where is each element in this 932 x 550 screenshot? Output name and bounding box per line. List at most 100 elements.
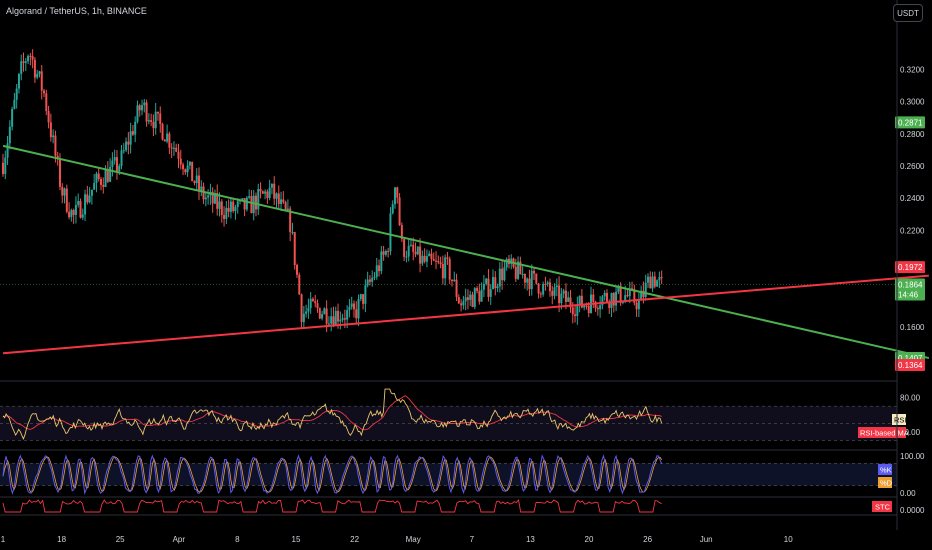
price-tag (895, 358, 925, 371)
candle-body (156, 111, 159, 114)
candle-body (576, 304, 579, 316)
stoch-legend-tag (878, 477, 892, 488)
rsi-legend-tag (858, 427, 906, 438)
candle-body (368, 279, 371, 282)
candle-body (316, 303, 319, 309)
time-tick-label: 1 (1, 535, 6, 544)
price-tag-value: 0.1864 (898, 280, 923, 289)
candle-body (93, 182, 96, 190)
price-candles (0, 49, 897, 333)
candle-body (441, 263, 444, 279)
candle-body (400, 225, 403, 240)
candle-body (202, 186, 205, 200)
candle-body (653, 276, 656, 287)
candle-body (346, 310, 349, 320)
candle-body (40, 71, 43, 91)
candle-body (216, 193, 219, 209)
candle-body (36, 73, 39, 78)
candle-body (79, 200, 82, 218)
candle-body (289, 208, 292, 233)
candle-body (560, 293, 563, 304)
candle-body (649, 276, 652, 289)
candle-body (257, 189, 260, 210)
candle-body (54, 135, 57, 156)
candle-body (141, 105, 144, 111)
candle-body (122, 150, 125, 152)
candle-body (261, 191, 264, 194)
candle-body (564, 290, 567, 302)
candle-body (243, 198, 246, 210)
candle-body (366, 279, 369, 286)
candle-body (330, 316, 333, 324)
candle-body (33, 59, 36, 78)
currency-button[interactable]: USDT (893, 4, 923, 22)
candle-body (154, 111, 157, 129)
price-tick-label: 0.2600 (900, 162, 925, 171)
candle-body (266, 191, 269, 198)
candle-body (394, 187, 397, 205)
chart-title: Algorand / TetherUS, 1h, BINANCE (6, 6, 147, 16)
candle-body (637, 299, 640, 310)
candle-body (163, 139, 166, 142)
time-tick-label: 13 (526, 535, 535, 544)
rsi-legend-label: RSI (894, 416, 907, 425)
candle-body (457, 297, 460, 304)
candle-body (482, 283, 485, 290)
price-tag-countdown: 14:46 (898, 290, 919, 299)
candle-body (22, 61, 25, 63)
candle-body (548, 282, 551, 292)
candle-body (480, 289, 483, 302)
time-tick-label: 15 (292, 535, 301, 544)
candle-body (109, 166, 112, 182)
candle-body (640, 290, 643, 300)
candle-body (380, 251, 383, 272)
candle-body (234, 207, 237, 212)
stc-tick-label: 0.0000 (900, 506, 925, 515)
candle-body (539, 293, 542, 295)
time-tick-label: 7 (470, 535, 475, 544)
candle-body (409, 244, 412, 246)
candle-body (364, 285, 367, 304)
candle-body (371, 277, 374, 282)
candle-body (558, 285, 561, 304)
candle-body (264, 191, 267, 194)
candle-body (27, 55, 30, 62)
candle-body (596, 307, 599, 310)
candle-body (610, 293, 613, 308)
candle-body (220, 201, 223, 216)
candle-body (52, 135, 55, 138)
candle-body (38, 71, 41, 74)
candle-body (517, 261, 520, 279)
candle-body (325, 308, 328, 324)
candle-body (29, 55, 32, 57)
candle-body (571, 307, 574, 315)
candle-body (352, 303, 355, 310)
candle-body (375, 265, 378, 277)
candle-body (207, 195, 210, 198)
candle-body (583, 305, 586, 308)
candle-body (337, 310, 340, 322)
candle-body (503, 267, 506, 281)
candle-body (127, 141, 130, 145)
candle-body (332, 316, 335, 326)
candle-body (414, 251, 417, 255)
candle-body (63, 188, 66, 196)
candle-body (425, 256, 428, 262)
candle-body (462, 301, 465, 306)
candle-body (350, 303, 353, 307)
candle-body (487, 278, 490, 297)
candle-body (143, 102, 146, 106)
candle-body (416, 246, 419, 255)
candle-body (546, 282, 549, 285)
candle-body (170, 147, 173, 149)
candle-body (492, 277, 495, 290)
candle-body (166, 133, 169, 142)
candle-body (125, 141, 128, 151)
stoch-legend-label: %D (880, 479, 893, 488)
candle-body (642, 290, 645, 297)
time-tick-label: 18 (57, 535, 66, 544)
candle-body (432, 259, 435, 261)
candle-body (510, 258, 513, 264)
time-axis: 1 18 25 Apr 8 15 22 May 7 13 20 26 Jun 10 (1, 535, 793, 544)
